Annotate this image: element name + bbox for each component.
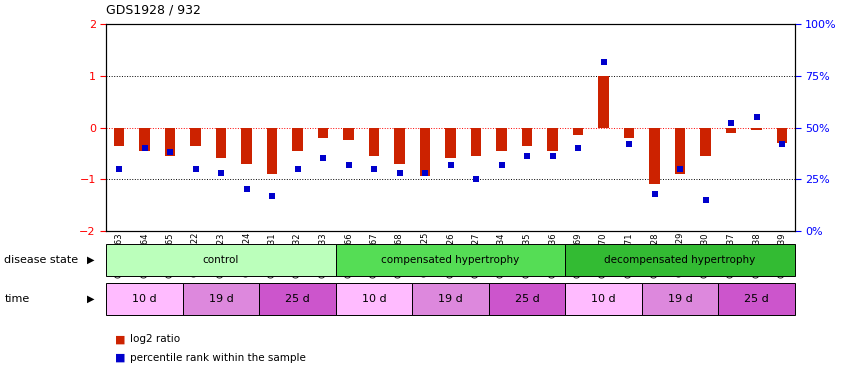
Bar <box>394 128 405 164</box>
Bar <box>726 128 736 133</box>
Bar <box>675 128 685 174</box>
Bar <box>496 128 507 151</box>
Text: compensated hypertrophy: compensated hypertrophy <box>382 255 519 265</box>
Text: log2 ratio: log2 ratio <box>130 334 180 344</box>
Text: ▶: ▶ <box>88 294 94 304</box>
Bar <box>267 128 277 174</box>
Text: disease state: disease state <box>4 255 78 265</box>
Bar <box>114 128 124 146</box>
Bar <box>165 128 175 156</box>
Bar <box>139 128 150 151</box>
Bar <box>420 128 430 177</box>
Bar <box>642 283 718 315</box>
Bar <box>183 283 259 315</box>
Bar <box>649 128 660 184</box>
Bar <box>573 128 583 135</box>
Bar <box>700 128 711 156</box>
Text: percentile rank within the sample: percentile rank within the sample <box>130 353 306 363</box>
Text: 25 d: 25 d <box>744 294 769 304</box>
Text: decompensated hypertrophy: decompensated hypertrophy <box>604 255 756 265</box>
Text: time: time <box>4 294 30 304</box>
Bar <box>777 128 787 143</box>
Text: 10 d: 10 d <box>133 294 156 304</box>
Bar <box>336 244 565 276</box>
Text: 19 d: 19 d <box>438 294 463 304</box>
Bar <box>216 128 226 158</box>
Bar <box>241 128 252 164</box>
Bar <box>259 283 336 315</box>
Text: ▶: ▶ <box>88 255 94 265</box>
Text: 10 d: 10 d <box>592 294 615 304</box>
Bar <box>343 128 354 140</box>
Bar <box>369 128 379 156</box>
Text: control: control <box>203 255 239 265</box>
Bar <box>718 283 795 315</box>
Bar <box>565 244 795 276</box>
Text: GDS1928 / 932: GDS1928 / 932 <box>106 4 201 17</box>
Text: 19 d: 19 d <box>667 294 693 304</box>
Bar <box>565 283 642 315</box>
Bar <box>190 128 201 146</box>
Bar <box>522 128 532 146</box>
Bar <box>336 283 412 315</box>
Bar <box>292 128 303 151</box>
Text: ■: ■ <box>115 334 125 344</box>
Bar <box>106 283 183 315</box>
Bar <box>318 128 328 138</box>
Bar <box>624 128 634 138</box>
Text: ■: ■ <box>115 353 125 363</box>
Bar <box>489 283 565 315</box>
Bar <box>598 76 609 128</box>
Bar <box>106 244 336 276</box>
Bar <box>445 128 456 158</box>
Bar <box>751 128 762 130</box>
Text: 10 d: 10 d <box>362 294 386 304</box>
Text: 25 d: 25 d <box>514 294 540 304</box>
Bar <box>471 128 481 156</box>
Bar <box>412 283 489 315</box>
Text: 19 d: 19 d <box>208 294 234 304</box>
Bar <box>547 128 558 151</box>
Text: 25 d: 25 d <box>285 294 310 304</box>
